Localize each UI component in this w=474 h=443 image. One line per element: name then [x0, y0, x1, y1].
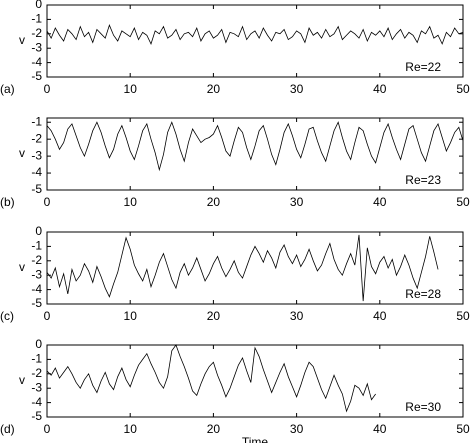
y-tick-label: -3: [31, 267, 42, 281]
annotation: Re=22: [405, 60, 441, 74]
plot-frame: [46, 4, 464, 78]
x-tick-label: 30: [290, 195, 304, 209]
data-line: [46, 23, 464, 45]
panel-label: (b): [0, 195, 15, 209]
y-tick-label: -2: [31, 366, 42, 380]
data-line: [46, 234, 439, 302]
x-tick-label: 10: [124, 82, 138, 96]
y-tick-label: -5: [31, 409, 42, 423]
x-tick-label: 20: [207, 82, 221, 96]
plot-frame: [46, 231, 464, 305]
y-tick-label: -5: [31, 296, 42, 310]
y-axis-label: v: [19, 260, 25, 274]
x-tick-label: 30: [290, 309, 304, 323]
x-tick-label: 0: [44, 82, 51, 96]
x-tick-label: 30: [290, 422, 304, 436]
y-axis-label: v: [19, 146, 25, 160]
x-tick-label: 10: [124, 422, 138, 436]
x-tick-label: 20: [207, 195, 221, 209]
y-tick-label: -4: [31, 395, 42, 409]
x-tick-label: 50: [456, 82, 470, 96]
x-tick-label: 10: [124, 195, 138, 209]
y-tick-label: -1: [31, 114, 42, 128]
y-tick-label: -2: [31, 26, 42, 40]
y-tick-label: -3: [31, 148, 42, 162]
panel-label: (a): [0, 82, 15, 96]
x-tick-label: 40: [373, 195, 387, 209]
x-tick-label: 50: [456, 309, 470, 323]
y-axis-label: v: [19, 373, 25, 387]
y-tick-label: -5: [31, 69, 42, 83]
y-tick-label: 0: [35, 337, 42, 351]
y-tick-label: -2: [31, 253, 42, 267]
y-tick-label: -1: [31, 12, 42, 26]
y-tick-label: -1: [31, 352, 42, 366]
y-tick-label: -3: [31, 380, 42, 394]
y-tick-label: -2: [31, 131, 42, 145]
y-tick-label: -4: [31, 55, 42, 69]
plot-frame: [46, 344, 464, 418]
y-tick-label: 0: [35, 224, 42, 238]
x-tick-label: 20: [207, 422, 221, 436]
x-tick-label: 0: [44, 422, 51, 436]
annotation: Re=23: [405, 173, 441, 187]
y-tick-label: 0: [35, 0, 42, 11]
y-tick-label: -1: [31, 239, 42, 253]
data-line: [46, 344, 376, 413]
x-tick-label: 40: [373, 82, 387, 96]
x-tick-label: 0: [44, 309, 51, 323]
x-tick-label: 40: [373, 309, 387, 323]
plot-frame: [46, 117, 464, 191]
y-tick-label: -4: [31, 165, 42, 179]
data-line: [46, 121, 464, 172]
x-tick-label: 0: [44, 195, 51, 209]
y-axis-label: v: [19, 33, 25, 47]
x-tick-label: 20: [207, 309, 221, 323]
y-tick-label: -3: [31, 40, 42, 54]
x-axis-label: Time: [242, 435, 269, 443]
x-tick-label: 40: [373, 422, 387, 436]
annotation: Re=28: [405, 287, 441, 301]
y-tick-label: -4: [31, 282, 42, 296]
panel-label: (d): [0, 422, 15, 436]
annotation: Re=30: [405, 400, 441, 414]
y-tick-label: -5: [31, 182, 42, 196]
x-tick-label: 50: [456, 422, 470, 436]
x-tick-label: 50: [456, 195, 470, 209]
panel-label: (c): [0, 309, 14, 323]
x-tick-label: 10: [124, 309, 138, 323]
x-tick-label: 30: [290, 82, 304, 96]
